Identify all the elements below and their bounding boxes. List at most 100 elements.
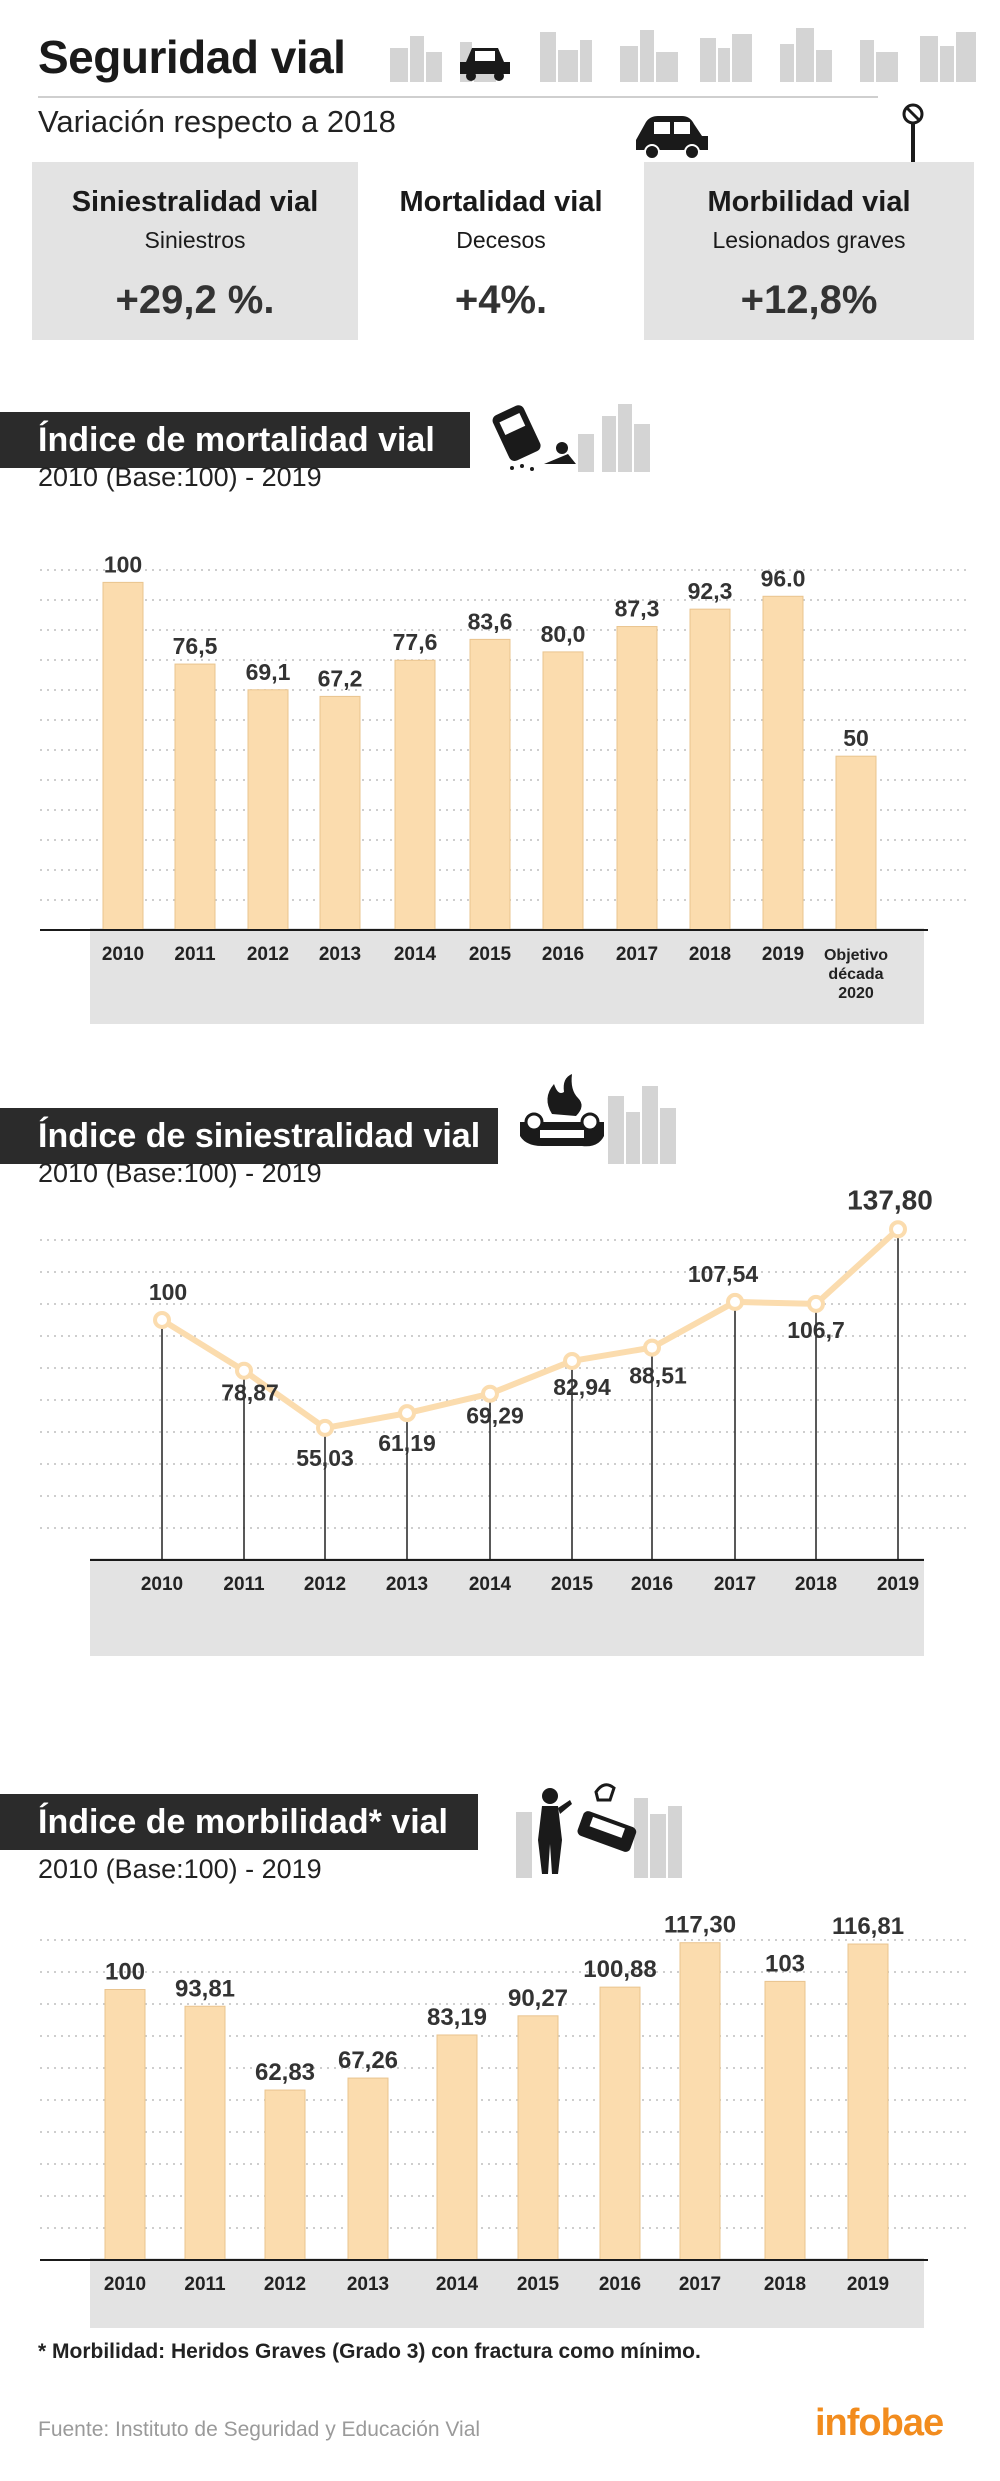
axis-band [90,928,924,1024]
bar [104,1989,146,2261]
x-tick-label: 2017 [616,944,658,965]
card-subtitle: Decesos [456,227,546,253]
x-tick-label-line: 2020 [838,985,874,1002]
x-tick-label-line: 2019 [762,944,804,965]
data-point [726,1292,744,1311]
bar [616,626,658,931]
bar [764,1980,806,2261]
data-label: 62,83 [255,2059,315,2086]
data-label: 100 [149,1279,187,1305]
x-tick-label: 2012 [247,944,289,965]
data-label: 100,88 [583,1956,656,1983]
data-point [316,1418,334,1437]
x-tick-label: 2016 [631,1574,673,1595]
axis-band [90,2258,924,2328]
data-label: 92,3 [688,578,733,604]
page-subtitle: Variación respecto a 2018 [38,104,396,139]
card-subtitle: Lesionados graves [712,227,906,253]
data-label: 117,30 [664,1912,736,1939]
x-tick-label-line: 2010 [104,2274,146,2295]
x-tick-label: 2010 [141,1574,183,1595]
section-subtitle-siniestralidad: 2010 (Base:100) - 2019 [38,1158,322,1188]
x-tick-label-line: 2016 [599,2274,641,2295]
data-point [889,1220,907,1239]
x-tick-label: 2016 [542,944,584,965]
data-label: 78,87 [221,1380,279,1406]
data-label: 83,19 [427,2004,487,2031]
x-tick-label: 2012 [304,1574,346,1595]
bar [347,2077,389,2261]
header-divider [38,96,878,98]
card-mortalidad: Mortalidad vial Decesos +4%. [358,162,644,340]
data-label: 80,0 [541,621,586,647]
bar [102,581,144,931]
x-tick-label: 2016 [599,2274,641,2295]
morbilidad-bar-chart: 100 93,81 62,83 67,26 83,19 90,27 100,88 117,30… [40,1912,970,2328]
data-label: 90,27 [508,1985,568,2012]
siniestralidad-line-chart: 100 78,87 55,03 61,19 69,29 82,94 88,51 107,54 1… [40,1184,970,1656]
road-sign-icon [902,103,924,163]
x-tick-label-line: 2013 [347,2274,389,2295]
card-subtitle: Siniestros [144,227,246,253]
data-label: 100 [105,1959,145,1986]
data-label: 77,6 [393,629,438,655]
data-label: 100 [104,551,142,577]
bar [847,1943,889,2261]
x-tick-label: 2014 [394,944,437,965]
footnote: * Morbilidad: Heridos Graves (Grado 3) c… [38,2340,701,2363]
x-tick-label: 2013 [319,944,361,965]
x-tick-label-line: 2015 [469,944,512,965]
crash-victim-icon [492,404,650,472]
x-tick-label-line: 2018 [764,2274,806,2295]
x-tick-label-line: 2017 [679,2274,721,2295]
bar [679,1942,721,2261]
section-title-mortalidad: Índice de mortalidad vial [0,412,470,468]
x-tick-label: 2014 [469,1574,512,1595]
data-label: 69,29 [466,1403,524,1429]
data-label: 107,54 [688,1261,759,1287]
section-subtitle-mortalidad: 2010 (Base:100) - 2019 [38,462,322,492]
x-tick-label: 2015 [551,1574,594,1595]
x-tick-label-line: 2014 [436,2274,479,2295]
data-label: 116,81 [832,1913,904,1940]
data-label: 50 [843,725,869,751]
data-point [563,1351,581,1370]
card-value: +12,8% [740,278,878,322]
bar [542,651,584,931]
data-label: 137,80 [847,1184,933,1215]
bar [174,663,216,931]
data-point [481,1384,499,1403]
car-side-icon [636,116,708,160]
x-tick-label-line: 2013 [319,944,361,965]
data-label: 87,3 [615,596,660,622]
source-credit: Fuente: Instituto de Seguridad y Educaci… [38,2418,481,2441]
card-title: Morbilidad vial [707,186,911,218]
x-tick-label-line: 2010 [102,944,144,965]
card-title: Mortalidad vial [399,186,603,218]
bar [184,2005,226,2261]
bar [319,695,361,931]
data-label: 93,81 [175,1975,235,2002]
x-tick-label-line: 2012 [264,2274,306,2295]
bar [394,659,436,931]
x-tick-label: 2011 [184,2274,226,2295]
x-tick-label: 2015 [469,944,512,965]
x-tick-label: 2017 [714,1574,756,1595]
page-title: Seguridad vial [38,31,346,83]
x-tick-label: 2018 [764,2274,806,2295]
card-siniestralidad: Siniestralidad vial Siniestros +29,2 %. [32,162,358,340]
x-tick-label: 2013 [347,2274,389,2295]
x-tick-label: 2019 [877,1574,919,1595]
data-label: 103 [765,1950,805,1977]
brand-logo[interactable]: infobae [815,2402,944,2444]
bar [469,638,511,931]
data-point [807,1294,825,1313]
bar [436,2034,478,2261]
x-tick-label-line: 2016 [542,944,584,965]
x-tick-label: 2010 [102,944,144,965]
card-morbilidad: Morbilidad vial Lesionados graves +12,8% [644,162,974,340]
x-tick-label: 2013 [386,1574,428,1595]
car-fire-icon [520,1074,676,1164]
x-tick-label-line: Objetivo [824,947,888,964]
section-subtitle-morbilidad: 2010 (Base:100) - 2019 [38,1854,322,1884]
